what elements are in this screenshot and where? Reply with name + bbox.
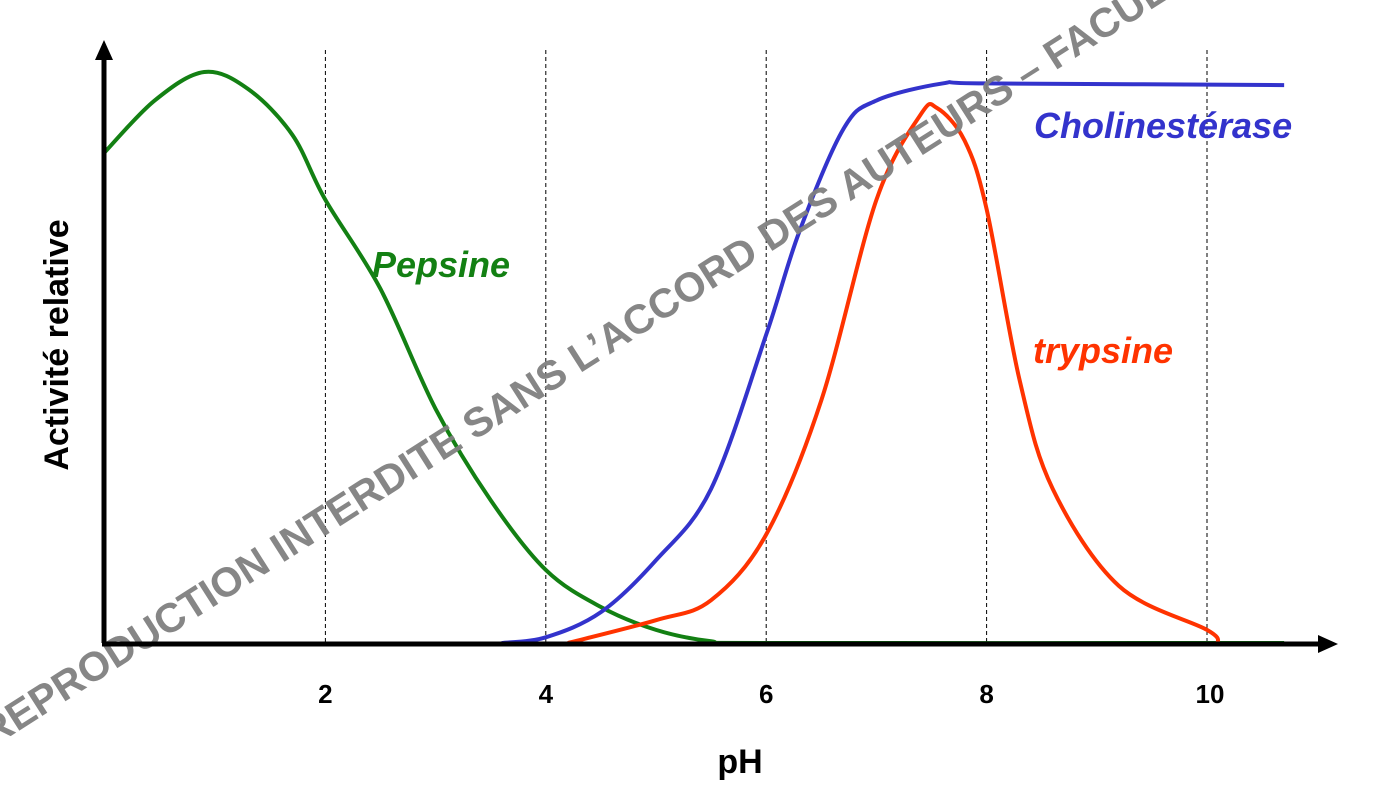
x-tick-label: 10: [1196, 679, 1225, 709]
x-axis-label: pH: [717, 743, 762, 781]
series-line-cholinestérase: [501, 80, 1285, 645]
x-tick-label: 8: [979, 679, 993, 709]
y-axis-arrow: [95, 40, 113, 60]
label-cholinesterase: Cholinestérase: [1034, 105, 1292, 146]
x-tick-label: 2: [318, 679, 332, 709]
x-tick-label: 6: [759, 679, 773, 709]
grid-lines: [324, 50, 1208, 643]
x-tick-label: 4: [539, 679, 554, 709]
label-trypsine: trypsine: [1033, 330, 1173, 371]
series-line-trypsine: [567, 102, 1221, 645]
label-pepsine: Pepsine: [372, 244, 510, 285]
x-tick-labels: 2 4 6 8 10: [318, 679, 1224, 709]
y-axis-label: Activité relative: [38, 219, 76, 470]
x-axis-arrow: [1318, 635, 1338, 653]
